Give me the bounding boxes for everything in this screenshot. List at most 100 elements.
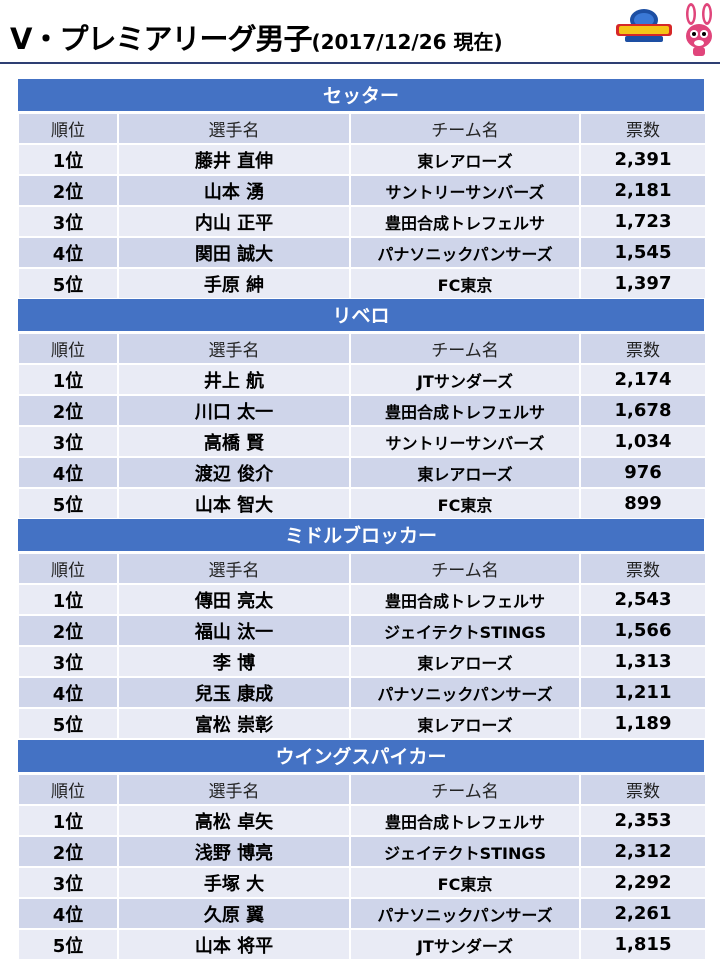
rank: 5位 bbox=[17, 928, 119, 961]
player-name: 山本 将平 bbox=[117, 928, 351, 961]
section-libero: リベロ 順位 選手名 チーム名 票数 1位 井上 航 JTサンダーズ 2,174… bbox=[17, 298, 707, 520]
votes: 2,353 bbox=[579, 804, 707, 837]
table-row: 2位 山本 湧 サントリーサンバーズ 2,181 bbox=[17, 174, 707, 207]
ranking-table: 順位 選手名 チーム名 票数 1位 井上 航 JTサンダーズ 2,174 2位 … bbox=[17, 332, 707, 520]
col-votes: 票数 bbox=[579, 773, 707, 806]
rank: 4位 bbox=[17, 676, 119, 709]
title-date: (2017/12/26 現在) bbox=[311, 30, 503, 54]
table-row: 4位 関田 誠大 パナソニックパンサーズ 1,545 bbox=[17, 236, 707, 269]
table-row: 1位 井上 航 JTサンダーズ 2,174 bbox=[17, 363, 707, 396]
table-row: 4位 久原 翼 パナソニックパンサーズ 2,261 bbox=[17, 897, 707, 930]
rank: 1位 bbox=[17, 363, 119, 396]
player-name: 内山 正平 bbox=[117, 205, 351, 238]
votes: 1,723 bbox=[579, 205, 707, 238]
team-name: 豊田合成トレフェルサ bbox=[349, 583, 581, 616]
team-name: ジェイテクトSTINGS bbox=[349, 614, 581, 647]
votes: 2,181 bbox=[579, 174, 707, 207]
rank: 1位 bbox=[17, 143, 119, 176]
col-votes: 票数 bbox=[579, 332, 707, 365]
votes: 1,211 bbox=[579, 676, 707, 709]
votes: 1,815 bbox=[579, 928, 707, 961]
section-title: ミドルブロッカー bbox=[17, 518, 705, 552]
header-rule bbox=[0, 62, 720, 64]
player-name: 久原 翼 bbox=[117, 897, 351, 930]
col-rank: 順位 bbox=[17, 773, 119, 806]
col-player: 選手名 bbox=[117, 112, 351, 145]
rank: 3位 bbox=[17, 205, 119, 238]
team-name: JTサンダーズ bbox=[349, 363, 581, 396]
section-title: セッター bbox=[17, 78, 705, 112]
player-name: 渡辺 俊介 bbox=[117, 456, 351, 489]
team-name: FC東京 bbox=[349, 866, 581, 899]
table-row: 5位 手原 紳 FC東京 1,397 bbox=[17, 267, 707, 300]
table-row: 5位 山本 将平 JTサンダーズ 1,815 bbox=[17, 928, 707, 961]
rank: 3位 bbox=[17, 425, 119, 458]
table-row: 3位 李 博 東レアローズ 1,313 bbox=[17, 645, 707, 678]
player-name: 山本 湧 bbox=[117, 174, 351, 207]
votes: 899 bbox=[579, 487, 707, 520]
column-header-row: 順位 選手名 チーム名 票数 bbox=[17, 112, 707, 145]
section-wing-spiker: ウイングスパイカー 順位 選手名 チーム名 票数 1位 高松 卓矢 豊田合成トレ… bbox=[17, 739, 707, 961]
votes: 1,034 bbox=[579, 425, 707, 458]
team-name: サントリーサンバーズ bbox=[349, 174, 581, 207]
section-middle-blocker: ミドルブロッカー 順位 選手名 チーム名 票数 1位 傳田 亮太 豊田合成トレフ… bbox=[17, 518, 707, 740]
rank: 5位 bbox=[17, 487, 119, 520]
player-name: 川口 太一 bbox=[117, 394, 351, 427]
table-row: 5位 富松 崇彰 東レアローズ 1,189 bbox=[17, 707, 707, 740]
player-name: 傳田 亮太 bbox=[117, 583, 351, 616]
table-row: 4位 兒玉 康成 パナソニックパンサーズ 1,211 bbox=[17, 676, 707, 709]
player-name: 高松 卓矢 bbox=[117, 804, 351, 837]
player-name: 浅野 博亮 bbox=[117, 835, 351, 868]
col-team: チーム名 bbox=[349, 773, 581, 806]
col-team: チーム名 bbox=[349, 112, 581, 145]
team-name: JTサンダーズ bbox=[349, 928, 581, 961]
player-name: 藤井 直伸 bbox=[117, 143, 351, 176]
team-name: サントリーサンバーズ bbox=[349, 425, 581, 458]
title-text: V・プレミアリーグ男子 bbox=[10, 22, 312, 56]
team-name: 東レアローズ bbox=[349, 707, 581, 740]
player-name: 富松 崇彰 bbox=[117, 707, 351, 740]
team-name: 豊田合成トレフェルサ bbox=[349, 394, 581, 427]
col-team: チーム名 bbox=[349, 332, 581, 365]
table-row: 3位 内山 正平 豊田合成トレフェルサ 1,723 bbox=[17, 205, 707, 238]
votes: 1,545 bbox=[579, 236, 707, 269]
team-name: パナソニックパンサーズ bbox=[349, 897, 581, 930]
table-row: 3位 高橋 賢 サントリーサンバーズ 1,034 bbox=[17, 425, 707, 458]
team-name: 豊田合成トレフェルサ bbox=[349, 205, 581, 238]
team-name: FC東京 bbox=[349, 487, 581, 520]
rank: 3位 bbox=[17, 645, 119, 678]
col-votes: 票数 bbox=[579, 552, 707, 585]
table-row: 1位 藤井 直伸 東レアローズ 2,391 bbox=[17, 143, 707, 176]
votes: 2,391 bbox=[579, 143, 707, 176]
votes: 1,313 bbox=[579, 645, 707, 678]
player-name: 井上 航 bbox=[117, 363, 351, 396]
rank: 2位 bbox=[17, 394, 119, 427]
table-row: 2位 福山 汰一 ジェイテクトSTINGS 1,566 bbox=[17, 614, 707, 647]
team-name: パナソニックパンサーズ bbox=[349, 236, 581, 269]
rank: 2位 bbox=[17, 835, 119, 868]
section-setter: セッター 順位 選手名 チーム名 票数 1位 藤井 直伸 東レアローズ 2,39… bbox=[17, 78, 707, 300]
rank: 1位 bbox=[17, 583, 119, 616]
rank: 5位 bbox=[17, 267, 119, 300]
col-votes: 票数 bbox=[579, 112, 707, 145]
col-rank: 順位 bbox=[17, 552, 119, 585]
page-title: V・プレミアリーグ男子(2017/12/26 現在) bbox=[10, 16, 503, 58]
player-name: 手塚 大 bbox=[117, 866, 351, 899]
team-name: パナソニックパンサーズ bbox=[349, 676, 581, 709]
column-header-row: 順位 選手名 チーム名 票数 bbox=[17, 773, 707, 806]
column-header-row: 順位 選手名 チーム名 票数 bbox=[17, 552, 707, 585]
player-name: 高橋 賢 bbox=[117, 425, 351, 458]
votes: 2,261 bbox=[579, 897, 707, 930]
player-name: 兒玉 康成 bbox=[117, 676, 351, 709]
rabbit-mascot-icon bbox=[686, 3, 712, 56]
player-name: 手原 紳 bbox=[117, 267, 351, 300]
rank: 4位 bbox=[17, 456, 119, 489]
player-name: 山本 智大 bbox=[117, 487, 351, 520]
col-rank: 順位 bbox=[17, 112, 119, 145]
table-row: 5位 山本 智大 FC東京 899 bbox=[17, 487, 707, 520]
team-name: FC東京 bbox=[349, 267, 581, 300]
col-player: 選手名 bbox=[117, 552, 351, 585]
votes: 976 bbox=[579, 456, 707, 489]
col-player: 選手名 bbox=[117, 332, 351, 365]
votes: 2,174 bbox=[579, 363, 707, 396]
